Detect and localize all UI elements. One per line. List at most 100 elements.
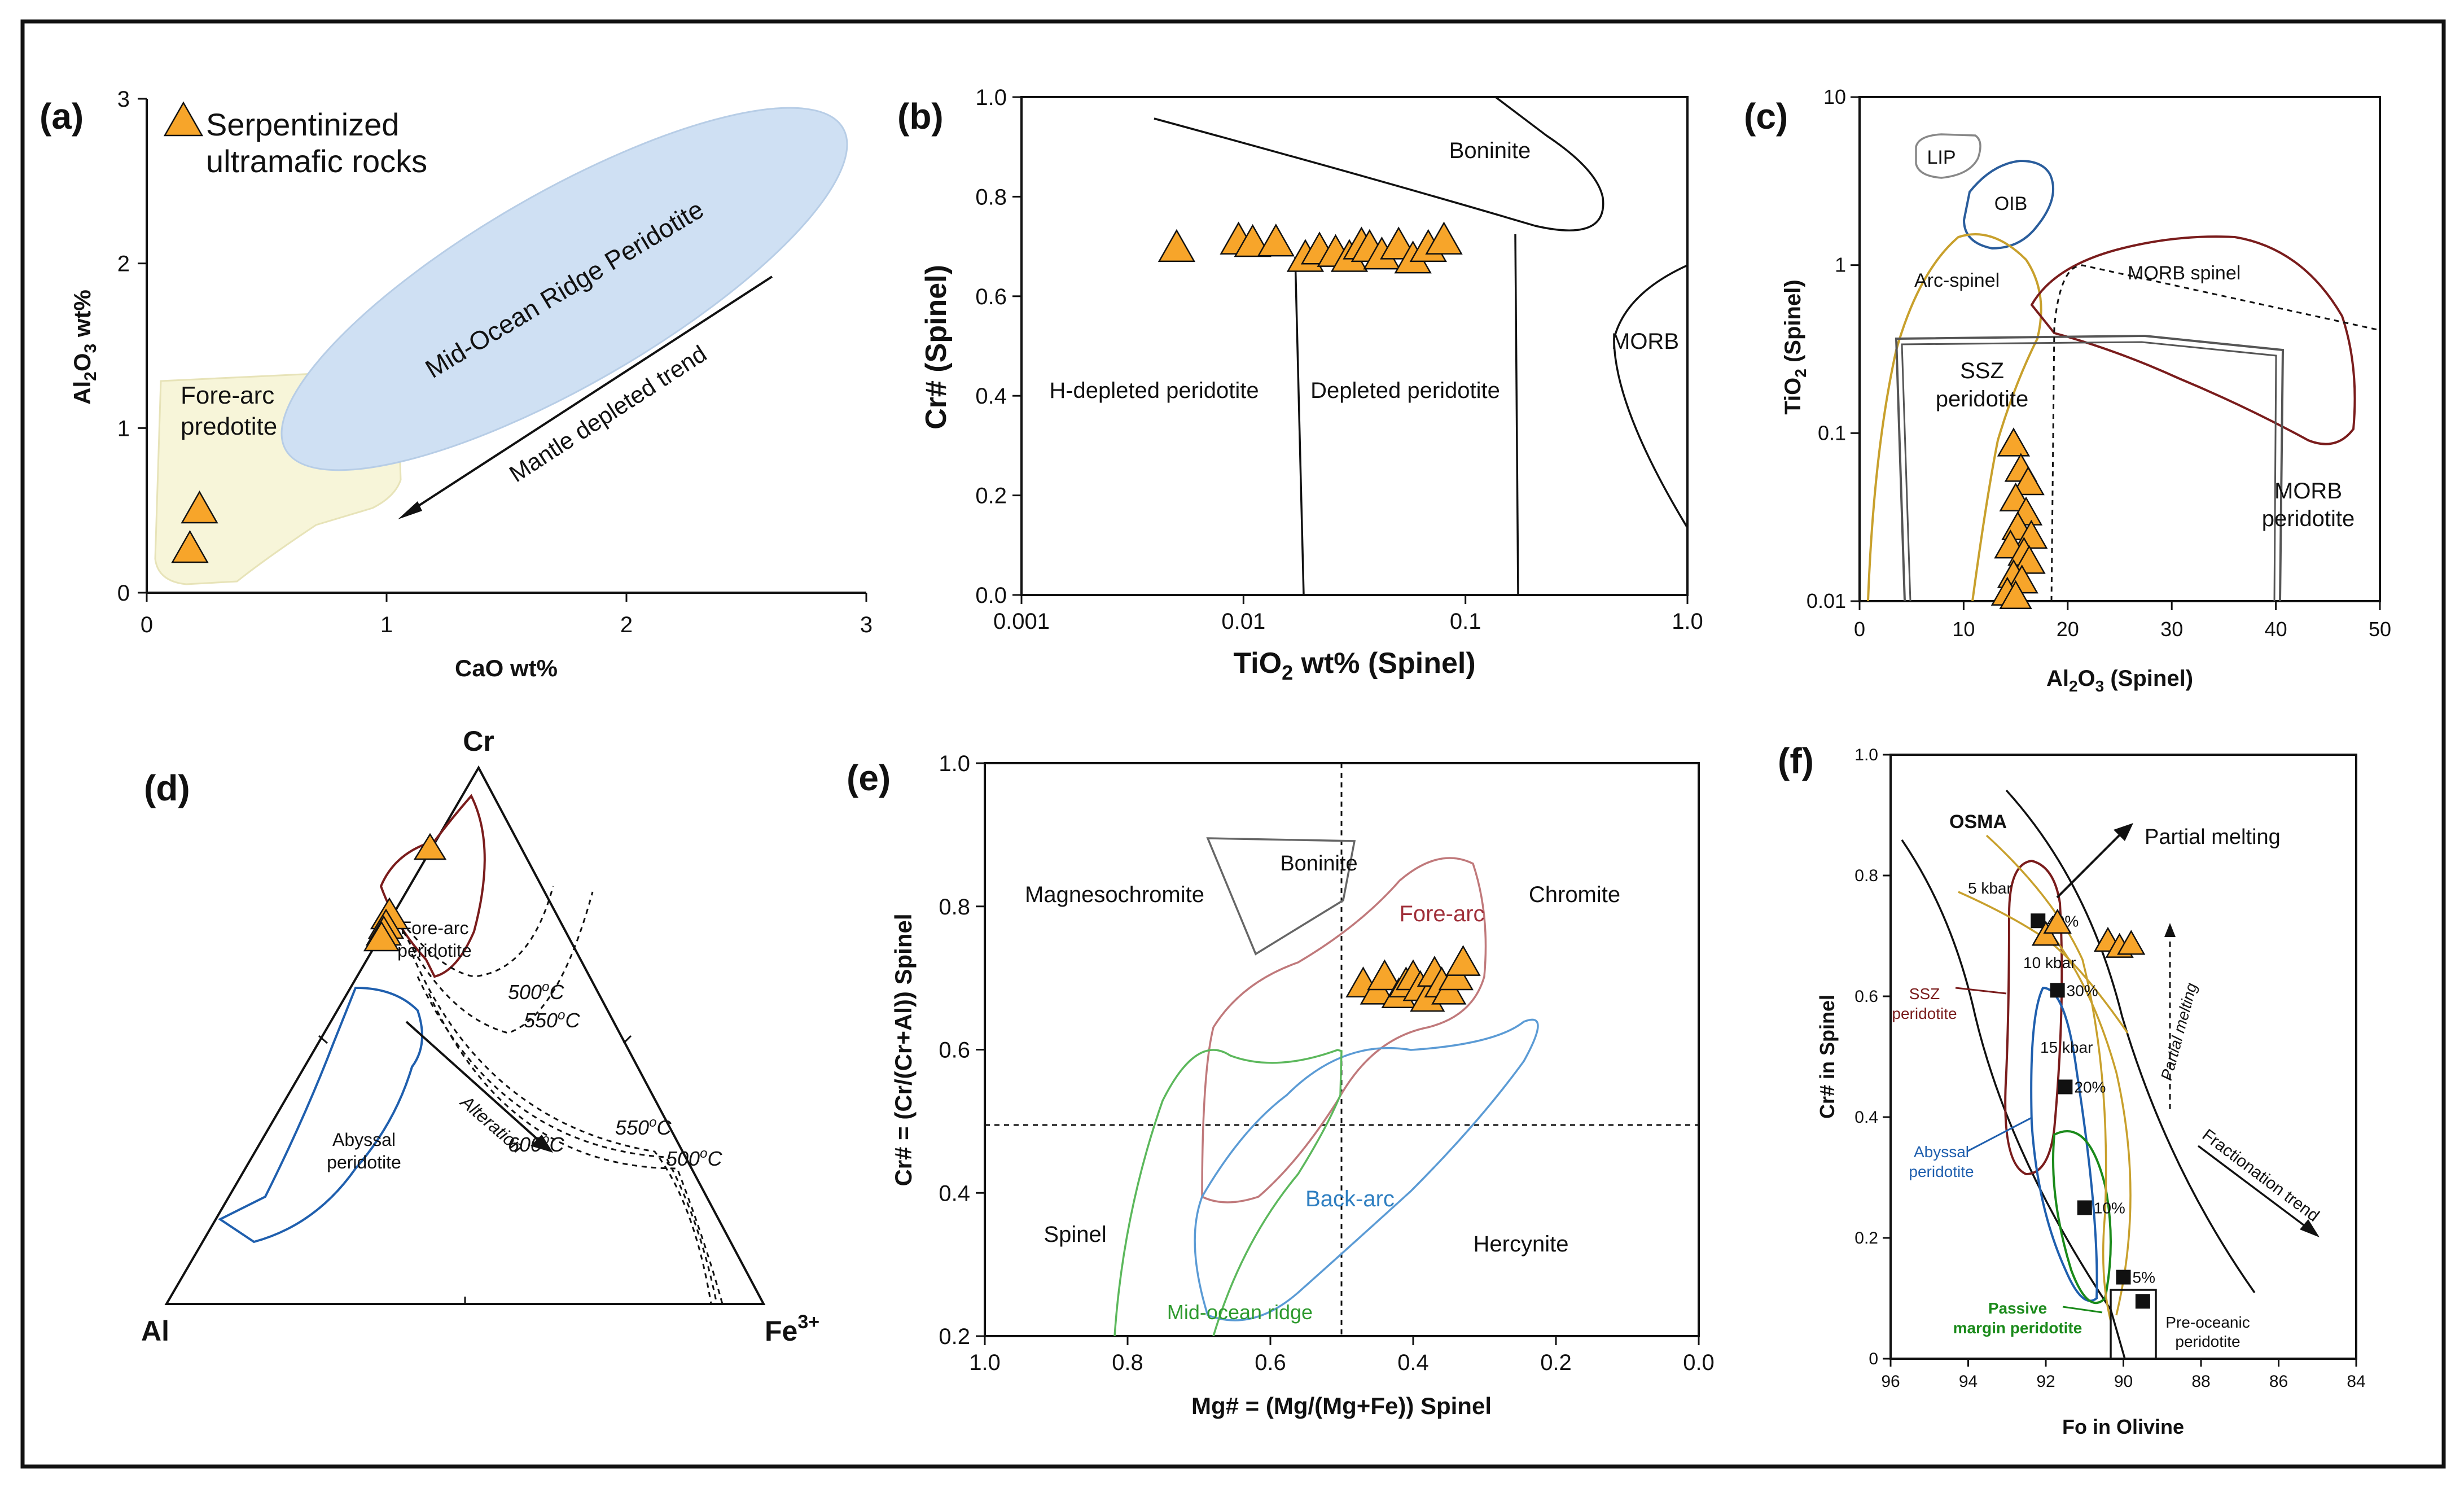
panel-d-label: (d) (144, 768, 190, 808)
arc-spinel-field (1867, 233, 2042, 601)
isotherm-5: 500oC (666, 1146, 722, 1170)
x-tick-label: 90 (2114, 1372, 2133, 1391)
y-tick-label: 1.0 (939, 751, 970, 776)
melting-point (2135, 1294, 2150, 1309)
panel-c-ylabel: TiO2 (Spinel) (1781, 279, 1809, 414)
kbar-10-label: 10 kbar (2023, 954, 2076, 971)
morb-boundary (1613, 264, 1687, 528)
data-point (1257, 224, 1295, 257)
y-tick-label: 0.8 (975, 185, 1007, 209)
x-tick-label: 3 (860, 612, 873, 637)
partial-melting-arrow-head-icon (2114, 823, 2133, 841)
melting-point (2077, 1200, 2092, 1215)
x-tick-label: 40 (2265, 618, 2287, 641)
x-tick-label: 1 (380, 612, 393, 637)
panel-c-frame (1858, 96, 2381, 602)
panel-c-label: (c) (1744, 96, 1788, 137)
pre-oceanic-box (2110, 1289, 2157, 1359)
panel-b-ylabel: Cr# (Spinel) (920, 265, 953, 430)
f-abyssal-label-1: Abyssal (1914, 1143, 1969, 1161)
f-abyssal-label-2: peridotite (1909, 1163, 1974, 1180)
morbp-label-2: peridotite (2262, 506, 2355, 531)
y-tick-label: 3 (117, 87, 130, 112)
arc-spinel-label: Arc-spinel (1914, 270, 2000, 291)
x-tick-label: 20 (2057, 618, 2079, 641)
partial-melting-label: Partial melting (2145, 825, 2281, 849)
oib-label: OIB (1994, 193, 2028, 215)
data-point (1445, 945, 1481, 976)
mor-field (280, 107, 848, 471)
panel-e-xlabel: Mg# = (Mg/(Mg+Fe)) Spinel (1191, 1393, 1492, 1419)
passive-margin-field (2052, 1130, 2112, 1305)
panel-e-ylabel: Cr# = (Cr/(Cr+Al)) Spinel (890, 913, 917, 1186)
lip-label: LIP (1927, 147, 1956, 168)
melting-point-label: 20% (2074, 1079, 2106, 1096)
y-tick-label: 1.0 (1854, 746, 1878, 764)
data-point (171, 529, 209, 563)
isotherm-2: 550oC (524, 1008, 580, 1032)
f-passive-label-1: Passive (1988, 1299, 2047, 1317)
x-tick-label: 2 (620, 612, 633, 637)
y-tick-label: 0.2 (1854, 1229, 1878, 1248)
panel-c: (c) 0 10 20 30 40 50 0.01 0.1 1 10 LIP OIB Arc-sp… (1744, 85, 2391, 695)
data-point (1234, 224, 1272, 257)
y-tick-label: 0 (1869, 1350, 1878, 1368)
isotherm-4: 550oC (615, 1115, 672, 1139)
y-tick-label: 0.2 (975, 484, 1007, 509)
osma-boundary-right (2005, 789, 2256, 1294)
panel-f-label: (f) (1778, 741, 1814, 781)
x-tick-label: 0.4 (1397, 1350, 1429, 1375)
data-point (181, 490, 218, 524)
data-point (1997, 427, 2031, 457)
apex-cr: Cr (463, 725, 494, 757)
morb-label: MORB (1611, 329, 1679, 354)
divider-left (1294, 256, 1305, 595)
passive-pointer (2062, 1306, 2103, 1314)
mid-ocean-ridge-region (1113, 1049, 1343, 1336)
y-tick-label: 1 (1835, 253, 1846, 277)
boninite-boundary (1154, 97, 1604, 231)
isotherm-lines (394, 886, 724, 1305)
y-tick-label: 0.6 (975, 284, 1007, 309)
magnesochromite-label: Magnesochromite (1025, 882, 1204, 907)
alteration-arrow (405, 1021, 543, 1144)
panel-a-label: (a) (40, 96, 84, 137)
f-preoceanic-label-1: Pre-oceanic (2165, 1314, 2250, 1331)
y-tick-label: 2 (117, 252, 130, 277)
mor-region-label: Mid-ocean ridge (1167, 1301, 1313, 1324)
forearc-label-2: predotite (181, 413, 277, 440)
melting-point-label: 10% (2094, 1200, 2125, 1217)
boninite-polygon (1206, 837, 1356, 956)
ternary-abyssal-field (218, 986, 423, 1244)
x-tick-label: 10 (1952, 618, 1975, 641)
ternary-forearc-label-1: Fore-arc (401, 918, 469, 938)
x-tick-label: 0.1 (1450, 609, 1481, 634)
y-tick-label: 0.8 (1854, 866, 1878, 885)
lip-field (1915, 133, 1981, 179)
x-tick-label: 0 (141, 612, 153, 637)
panel-f-xlabel: Fo in Olivine (2062, 1415, 2184, 1438)
ssz-field-inner (1901, 341, 2277, 601)
melting-point-label: 5% (2133, 1269, 2155, 1286)
forearc-region-label: Fore-arc (1399, 901, 1484, 926)
ternary-points (363, 833, 447, 952)
legend-line-2: ultramafic rocks (206, 143, 427, 179)
f-preoceanic-label-2: peridotite (2175, 1333, 2240, 1350)
x-tick-label: 94 (1959, 1372, 1978, 1391)
ssz-pointer (1955, 987, 2007, 995)
ternary-forearc-label-2: peridotite (397, 940, 472, 961)
y-tick-label: 1.0 (975, 85, 1007, 110)
x-tick-label: 0 (1854, 618, 1865, 641)
melting-point (2116, 1270, 2131, 1285)
apex-fe: Fe3+ (765, 1311, 819, 1347)
panel-f-ylabel: Cr# in Spinel (1816, 995, 1839, 1119)
forearc-label-1: Fore-arc (181, 382, 274, 409)
ssz-label-1: SSZ (1960, 358, 2004, 383)
y-tick-label: 0 (117, 581, 130, 606)
boninite-label: Boninite (1449, 138, 1531, 163)
data-point (2117, 930, 2146, 955)
y-tick-label: 0.6 (939, 1038, 970, 1063)
backarc-region-label: Back-arc (1305, 1187, 1395, 1211)
